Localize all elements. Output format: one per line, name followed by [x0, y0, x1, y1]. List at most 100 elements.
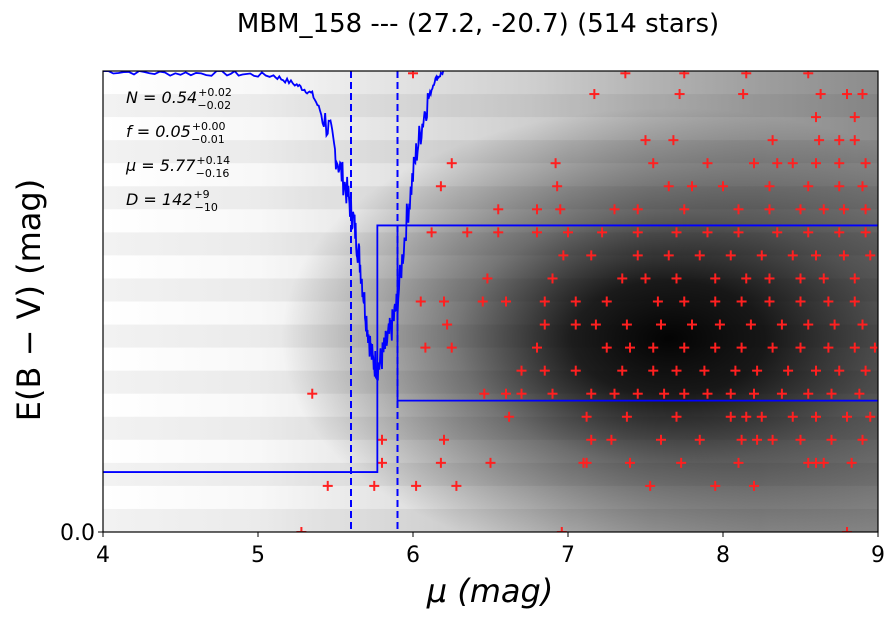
star-marker: [504, 411, 515, 422]
star-marker: [829, 319, 840, 330]
star-marker: [826, 388, 837, 399]
probability-curve: [103, 71, 445, 381]
star-marker: [552, 181, 563, 192]
star-marker: [621, 319, 632, 330]
star-marker: [516, 388, 527, 399]
star-marker: [776, 319, 787, 330]
star-marker: [764, 181, 775, 192]
star-marker: [834, 158, 845, 169]
star-marker: [435, 457, 446, 468]
star-marker: [532, 204, 542, 215]
y-axis: 0.0: [60, 521, 103, 546]
star-marker: [803, 71, 814, 79]
star-marker: [652, 296, 663, 307]
star-marker: [857, 319, 868, 330]
star-marker: [710, 342, 721, 353]
star-marker: [849, 296, 860, 307]
star-marker: [733, 227, 744, 238]
star-marker: [408, 71, 418, 79]
star-marker: [857, 434, 868, 445]
star-marker: [811, 158, 821, 169]
star-marker: [547, 273, 558, 284]
plot-area: [103, 71, 878, 532]
star-marker: [539, 296, 550, 307]
star-marker: [516, 365, 527, 376]
star-marker: [501, 296, 511, 307]
star-marker: [795, 296, 806, 307]
x-tick-label: 9: [871, 543, 885, 568]
star-marker: [570, 319, 581, 330]
star-marker: [659, 388, 670, 399]
star-marker: [687, 181, 697, 192]
star-marker: [710, 273, 721, 284]
star-marker: [601, 342, 612, 353]
star-marker: [745, 319, 756, 330]
fit-annotation: f = 0.05+0.00 −0.01: [126, 120, 226, 146]
fit-annotation: N = 0.54+0.02 −0.02: [126, 86, 232, 112]
star-marker: [485, 457, 496, 468]
star-marker: [621, 411, 632, 422]
y-axis-label: E(B − V) (mag): [10, 179, 48, 421]
star-marker: [601, 296, 612, 307]
star-marker: [738, 89, 749, 100]
star-marker: [815, 89, 826, 100]
star-marker: [479, 388, 490, 399]
star-marker: [869, 342, 878, 353]
star-marker: [563, 227, 573, 238]
star-marker: [609, 388, 620, 399]
star-marker: [532, 342, 542, 353]
star-marker: [581, 411, 592, 422]
star-marker: [420, 342, 431, 353]
star-marker: [656, 434, 666, 445]
star-marker: [795, 273, 806, 284]
star-marker: [617, 365, 628, 376]
star-marker: [803, 319, 814, 330]
star-marker: [811, 250, 821, 261]
star-marker: [439, 296, 449, 307]
star-marker: [702, 227, 713, 238]
star-marker: [838, 250, 849, 261]
star-marker: [620, 71, 631, 79]
star-marker: [415, 296, 426, 307]
star-marker: [834, 227, 845, 238]
fit-annotation: μ = 5.77+0.14 −0.16: [125, 154, 230, 180]
x-tick-label: 5: [251, 543, 265, 568]
star-marker: [764, 273, 775, 284]
star-marker: [555, 204, 566, 215]
star-marker: [442, 319, 453, 330]
star-marker: [446, 158, 457, 169]
star-marker: [710, 296, 721, 307]
star-marker: [787, 411, 798, 422]
star-marker: [811, 365, 821, 376]
star-marker: [296, 527, 307, 532]
star-marker: [725, 411, 736, 422]
star-marker: [606, 434, 617, 445]
star-marker: [741, 273, 752, 284]
star-marker: [586, 434, 597, 445]
x-tick-label: 4: [96, 543, 110, 568]
star-marker: [811, 411, 821, 422]
star-marker: [764, 204, 775, 215]
y-tick-label: 0.0: [60, 521, 95, 546]
star-marker: [803, 227, 814, 238]
star-marker: [854, 388, 865, 399]
star-marker: [632, 250, 643, 261]
star-marker: [749, 158, 759, 169]
star-marker: [730, 365, 741, 376]
star-marker: [322, 480, 333, 491]
star-marker: [671, 227, 682, 238]
star-marker: [656, 319, 666, 330]
star-marker: [617, 273, 628, 284]
star-marker: [597, 227, 608, 238]
star-marker: [795, 434, 806, 445]
star-marker: [767, 434, 778, 445]
star-marker: [849, 342, 860, 353]
star-marker: [772, 227, 783, 238]
star-marker: [632, 388, 643, 399]
star-marker: [547, 388, 558, 399]
star-marker: [838, 204, 849, 215]
star-marker: [865, 411, 876, 422]
star-marker: [558, 250, 569, 261]
star-marker: [671, 273, 682, 284]
star-marker: [702, 388, 713, 399]
